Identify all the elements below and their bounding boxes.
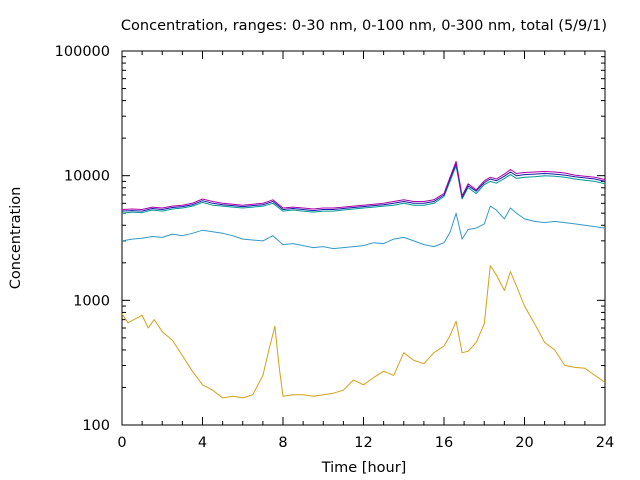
x-tick-label: 8 bbox=[278, 435, 287, 451]
plot-frame bbox=[121, 50, 606, 426]
y-tick-label: 1000 bbox=[73, 293, 110, 309]
x-tick-label: 20 bbox=[515, 435, 533, 451]
y-tick-label: 100 bbox=[82, 418, 110, 434]
y-tick-label: 10000 bbox=[64, 169, 110, 185]
x-tick-label: 12 bbox=[354, 435, 372, 451]
axis-ticks: 0 4 8 12 16 20 24 100 1000 10000 100000 bbox=[55, 44, 615, 451]
x-tick-label: 4 bbox=[198, 435, 207, 451]
series-layer bbox=[121, 161, 606, 399]
x-axis-label: Time [hour] bbox=[321, 460, 407, 476]
chart-title: Concentration, ranges: 0-30 nm, 0-100 nm… bbox=[121, 18, 607, 34]
series-line-1 bbox=[121, 265, 606, 399]
series-line-4 bbox=[121, 163, 606, 212]
y-axis-label: Concentration bbox=[8, 187, 24, 290]
y-tick-label: 100000 bbox=[55, 44, 110, 60]
series-line-3 bbox=[121, 165, 606, 214]
x-tick-label: 0 bbox=[117, 435, 126, 451]
series-line-5 bbox=[121, 161, 606, 210]
series-line-2 bbox=[121, 205, 606, 250]
x-tick-label: 24 bbox=[596, 435, 614, 451]
x-tick-label: 16 bbox=[435, 435, 453, 451]
